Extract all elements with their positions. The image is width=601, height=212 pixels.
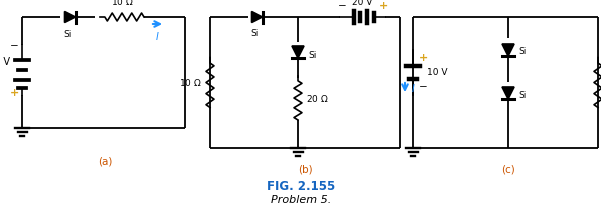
Text: +: +: [379, 1, 388, 11]
Text: 20 $\Omega$: 20 $\Omega$: [306, 92, 329, 103]
Polygon shape: [251, 11, 263, 22]
Text: −: −: [338, 1, 346, 11]
Text: 10 $\Omega$: 10 $\Omega$: [111, 0, 133, 7]
Text: 10 V: 10 V: [427, 68, 448, 77]
Text: Problem 5.: Problem 5.: [271, 195, 331, 205]
Text: Si: Si: [251, 29, 259, 38]
Text: 10 $\Omega$: 10 $\Omega$: [179, 77, 202, 88]
Text: +: +: [10, 88, 19, 98]
Text: (c): (c): [501, 165, 515, 175]
Text: Si: Si: [64, 30, 72, 39]
Text: Si: Si: [308, 52, 316, 60]
Text: 20 V: 20 V: [352, 0, 373, 7]
Polygon shape: [64, 11, 76, 22]
Text: Si: Si: [518, 47, 526, 57]
Text: 2 V: 2 V: [0, 57, 10, 67]
Polygon shape: [292, 46, 304, 58]
Polygon shape: [502, 44, 514, 56]
Text: (a): (a): [98, 157, 112, 167]
Text: −: −: [10, 41, 19, 51]
Text: −: −: [419, 82, 428, 92]
Polygon shape: [502, 87, 514, 99]
Text: FIG. 2.155: FIG. 2.155: [267, 180, 335, 192]
Text: Si: Si: [518, 91, 526, 99]
Text: $I$: $I$: [155, 30, 160, 42]
Text: $I$: $I$: [411, 81, 416, 93]
Text: +: +: [419, 53, 429, 63]
Text: (b): (b): [297, 165, 313, 175]
